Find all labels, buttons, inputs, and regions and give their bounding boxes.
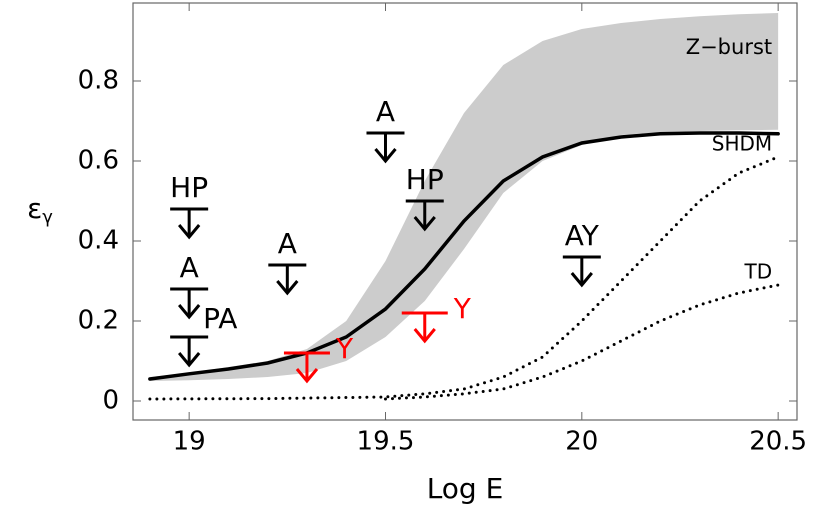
limit-label: Y	[453, 292, 472, 325]
limit-arrow-head	[295, 368, 319, 384]
limit-arrow-head	[374, 148, 397, 164]
line	[148, 155, 780, 401]
y-axis-label-main: ε	[27, 192, 42, 225]
line	[383, 283, 780, 401]
limit-label: A	[376, 95, 395, 128]
band-label: Z−burst	[686, 35, 772, 59]
line-label: SHDM	[712, 132, 772, 156]
limit-arrow-head	[276, 280, 299, 296]
limit-arrow-head	[177, 352, 201, 368]
band	[149, 13, 779, 381]
y-tick-label: 0.6	[78, 146, 119, 176]
x-tick-label: 20	[565, 427, 598, 457]
y-tick-label: 0.2	[78, 306, 119, 336]
line-label: TD	[744, 260, 773, 284]
limit-label: AY	[565, 219, 600, 252]
limit-arrow-head	[413, 328, 436, 344]
limit-arrow-head	[177, 304, 201, 320]
line	[148, 131, 780, 381]
limit-label: HP	[170, 171, 208, 204]
y-tick-label: 0	[102, 386, 119, 416]
y-tick-label: 0.8	[78, 66, 119, 96]
limit-arrow-head	[413, 216, 436, 232]
limit-label: A	[278, 227, 297, 260]
x-tick-label: 20.5	[749, 427, 807, 457]
limit-arrow-head	[570, 272, 593, 288]
limit-label: A	[180, 251, 199, 284]
y-tick-label: 0.4	[78, 226, 119, 256]
plot-frame	[132, 2, 798, 421]
y-axis-label: εγ	[27, 192, 53, 228]
x-tick-label: 19.5	[357, 427, 415, 457]
limit-arrow-head	[177, 224, 201, 240]
x-tick-label: 19	[173, 427, 206, 457]
limit-label: PA	[203, 302, 237, 335]
y-axis-label-sub: γ	[42, 207, 53, 228]
limit-label: HP	[406, 163, 444, 196]
x-axis-label: Log E	[427, 472, 504, 505]
limit-label: Y	[335, 332, 354, 365]
